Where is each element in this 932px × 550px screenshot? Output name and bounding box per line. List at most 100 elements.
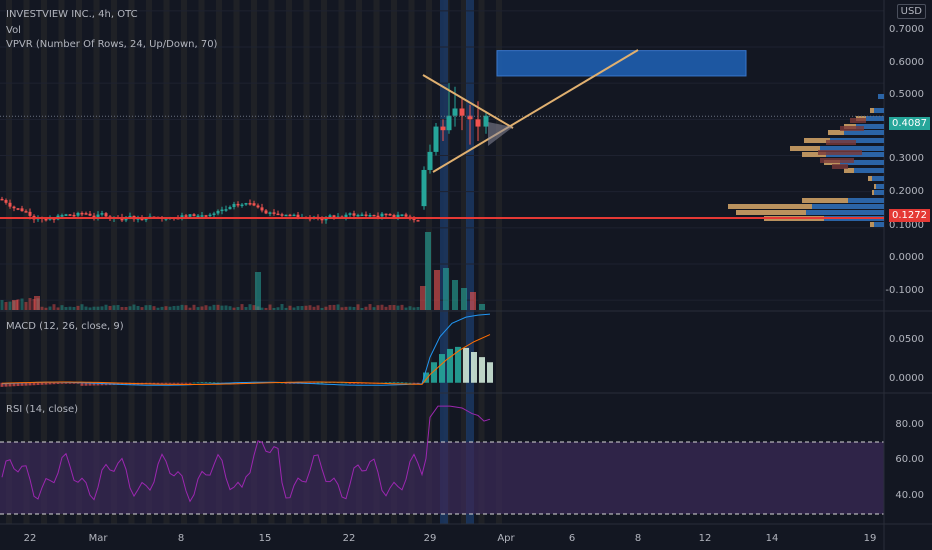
candle-body bbox=[467, 115, 473, 120]
highlight-band bbox=[466, 0, 474, 524]
macd-histogram-bar bbox=[408, 382, 412, 384]
date-tick: 22 bbox=[23, 533, 37, 544]
volume-bar bbox=[268, 304, 272, 310]
macd-histogram-bar bbox=[200, 382, 204, 384]
macd-histogram-bar bbox=[396, 381, 400, 383]
macd-histogram-bar bbox=[64, 382, 68, 384]
macd-histogram-bar bbox=[152, 382, 156, 384]
macd-histogram-bar bbox=[320, 382, 324, 384]
vpvr-row-down bbox=[802, 152, 826, 157]
volume-bar bbox=[348, 306, 352, 310]
macd-histogram-bar bbox=[20, 382, 24, 386]
macd-histogram-bar bbox=[479, 357, 485, 383]
macd-histogram-bar bbox=[164, 382, 168, 384]
volume-bar bbox=[408, 306, 412, 310]
volume-bar bbox=[20, 298, 24, 310]
session-bands bbox=[6, 0, 502, 524]
macd-histogram-bar bbox=[76, 382, 80, 384]
vpvr-row-up bbox=[874, 222, 884, 227]
date-tick: 8 bbox=[634, 533, 642, 544]
candle-body bbox=[188, 214, 192, 217]
rsi-tick: 60.00 bbox=[895, 454, 924, 465]
candle-body bbox=[24, 211, 28, 213]
macd-histogram-bar bbox=[156, 382, 160, 384]
volume-bar bbox=[208, 306, 212, 310]
volume-bar bbox=[172, 306, 176, 310]
volume-bar bbox=[192, 304, 196, 310]
session-band bbox=[478, 0, 485, 524]
candle-body bbox=[412, 218, 416, 221]
volume-bar bbox=[148, 305, 152, 310]
candle-body bbox=[192, 214, 196, 217]
session-band bbox=[111, 0, 117, 524]
macd-histogram-bar bbox=[176, 382, 180, 384]
volume-bar bbox=[112, 305, 116, 310]
volume-bar bbox=[404, 307, 408, 310]
candle-body bbox=[224, 209, 228, 211]
candle-body bbox=[396, 214, 400, 218]
candle-body bbox=[260, 207, 264, 211]
candle-body bbox=[12, 206, 16, 209]
vpvr-row-up bbox=[844, 130, 884, 135]
currency-badge[interactable]: USD bbox=[896, 4, 926, 19]
macd-histogram-bar bbox=[340, 382, 344, 384]
volume-bar bbox=[12, 300, 18, 310]
candle-body bbox=[220, 209, 224, 212]
macd-histogram-bar bbox=[487, 362, 493, 383]
candle-body bbox=[92, 215, 96, 218]
candle-body bbox=[296, 214, 300, 218]
volume-bar bbox=[108, 305, 112, 310]
price-tick: 0.0000 bbox=[889, 252, 924, 263]
macd-histogram-bar bbox=[212, 382, 216, 384]
symbol-title[interactable]: INVESTVIEW INC., 4h, OTC bbox=[6, 9, 138, 20]
vpvr-row-down bbox=[826, 140, 856, 145]
candlesticks bbox=[0, 83, 489, 224]
volume-bar bbox=[384, 306, 388, 310]
macd-histogram-bar bbox=[184, 382, 188, 384]
volume-bar bbox=[479, 304, 485, 310]
macd-histogram-bar bbox=[356, 382, 360, 384]
volume-bar bbox=[200, 306, 204, 310]
volume-bar bbox=[400, 304, 404, 310]
volume-bar bbox=[252, 305, 256, 310]
candle-body bbox=[276, 213, 280, 216]
macd-label[interactable]: MACD (12, 26, close, 9) bbox=[6, 321, 124, 332]
volume-bar bbox=[96, 306, 100, 310]
macd-histogram-bar bbox=[124, 382, 128, 385]
ascending-trendline bbox=[432, 49, 639, 173]
date-tick: 6 bbox=[568, 533, 576, 544]
volume-bar bbox=[328, 304, 332, 310]
rsi-label[interactable]: RSI (14, close) bbox=[6, 404, 79, 415]
date-tick: 14 bbox=[765, 533, 779, 544]
candle-body bbox=[416, 220, 420, 222]
vpvr-profile bbox=[728, 94, 884, 227]
vpvr-row-up bbox=[820, 146, 884, 151]
volume-bar bbox=[24, 301, 28, 310]
vpvr-row-down bbox=[832, 164, 848, 169]
volume-bar bbox=[360, 307, 364, 310]
rsi-tick: 80.00 bbox=[895, 419, 924, 430]
volume-bar bbox=[64, 307, 68, 310]
candle-body bbox=[344, 214, 348, 218]
rsi-band bbox=[0, 442, 884, 514]
volume-bar bbox=[140, 307, 144, 310]
candle-body bbox=[320, 218, 324, 221]
vpvr-row-up bbox=[876, 184, 884, 189]
candle-body bbox=[368, 214, 372, 217]
volume-bar bbox=[136, 306, 140, 310]
candle-body bbox=[372, 214, 376, 217]
volume-bar bbox=[296, 306, 300, 310]
candle-body bbox=[4, 200, 8, 203]
candle-body bbox=[252, 203, 256, 206]
candle-body bbox=[452, 108, 458, 116]
vpvr-label[interactable]: VPVR (Number Of Rows, 24, Up/Down, 70) bbox=[6, 39, 218, 50]
vol-label[interactable]: Vol bbox=[6, 25, 21, 36]
macd-histogram-bar bbox=[316, 382, 320, 384]
volume-bar bbox=[244, 307, 248, 310]
candle-body bbox=[28, 211, 32, 216]
candle-body bbox=[404, 214, 408, 217]
session-band bbox=[303, 0, 310, 524]
macd-histogram-bar bbox=[208, 381, 212, 383]
macd-histogram-bar bbox=[80, 382, 84, 386]
